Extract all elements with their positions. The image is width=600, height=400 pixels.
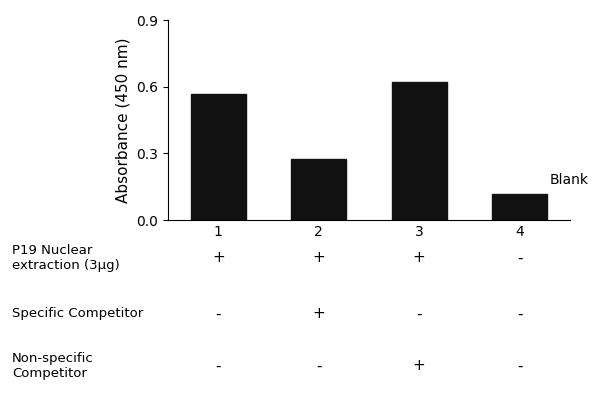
Bar [191, 94, 246, 220]
Text: -: - [517, 358, 523, 374]
Text: -: - [215, 358, 221, 374]
Bar [291, 159, 346, 220]
Bar [492, 194, 547, 220]
Text: +: + [313, 306, 325, 322]
Y-axis label: Absorbance (450 nm): Absorbance (450 nm) [116, 37, 131, 203]
Text: Blank: Blank [550, 173, 589, 187]
Text: +: + [413, 358, 425, 374]
Text: Non-specific
Competitor: Non-specific Competitor [12, 352, 94, 380]
Text: -: - [517, 250, 523, 266]
Bar [392, 82, 447, 220]
Text: -: - [316, 358, 322, 374]
Text: Specific Competitor: Specific Competitor [12, 308, 143, 320]
Text: -: - [517, 306, 523, 322]
Text: +: + [313, 250, 325, 266]
Text: -: - [215, 306, 221, 322]
Text: +: + [413, 250, 425, 266]
Text: +: + [212, 250, 224, 266]
Text: -: - [416, 306, 422, 322]
Text: P19 Nuclear
extraction (3μg): P19 Nuclear extraction (3μg) [12, 244, 120, 272]
